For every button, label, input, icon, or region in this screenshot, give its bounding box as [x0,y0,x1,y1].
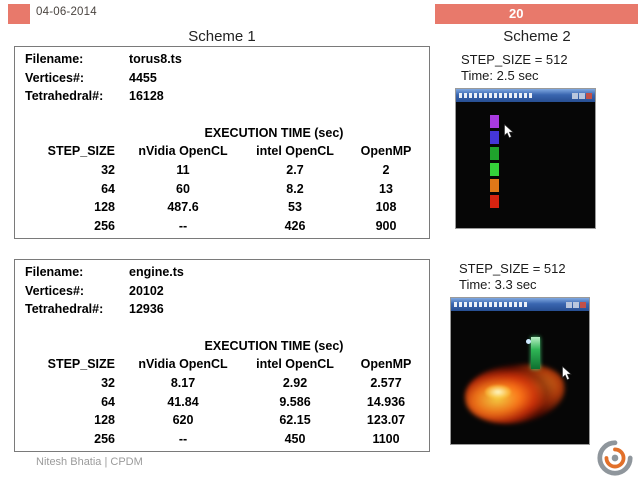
table-cell: 426 [284,218,306,233]
column-header-openmp: OpenMP [360,357,412,372]
column-header-nvidia-opencl: nVidia OpenCL [138,144,228,159]
table-cell: -- [178,431,188,446]
table-cell: 32 [101,375,115,390]
table-cell: 2 [382,162,390,177]
engine-render-cyan-dot [526,339,531,344]
table-cell: 13 [379,181,393,196]
close-icon [580,301,586,308]
table-cell: 487.6 [167,200,199,215]
close-icon [586,92,592,99]
slide-date: 04-06-2014 [36,6,97,18]
meta-label-vertices: Vertices#: [25,283,85,298]
column-header-step-size: STEP_SIZE [47,357,115,372]
column-header-intel-opencl: intel OpenCL [256,144,334,159]
table-cell: 62.15 [279,413,311,428]
cursor-icon [562,366,572,381]
scheme1-title: Scheme 1 [188,28,256,45]
maximize-icon [573,301,579,308]
column-header-intel-opencl: intel OpenCL [256,357,334,372]
render1-caption-line1: STEP_SIZE = 512 [461,52,568,67]
meta-label-filename: Filename: [25,52,84,66]
meta-value-filename: engine.ts [129,265,184,279]
table-cell: 41.84 [167,394,199,409]
table-cell: 2.577 [370,375,402,390]
header-accent-left [8,4,30,24]
render2-caption: STEP_SIZE = 512 Time: 3.3 sec [459,261,566,293]
table-cell: 256 [94,218,115,233]
table-cell: 128 [94,413,115,428]
swirl-logo-icon [597,440,633,476]
meta-value-vertices: 4455 [129,70,157,85]
execution-time-heading: EXECUTION TIME (sec) [204,338,344,353]
render2-caption-line1: STEP_SIZE = 512 [459,261,566,276]
table-cell: 8.17 [170,375,196,390]
table-cell: 14.936 [366,394,406,409]
table-grid: Filename: engine.ts Vertices#: 20102 Tet… [23,263,423,448]
meta-value-filename: torus8.ts [129,52,182,66]
engine-render-hotspot [485,385,511,399]
table-grid: Filename: torus8.ts Vertices#: 4455 Tetr… [23,50,423,235]
table-cell: 32 [101,162,115,177]
window-titlebar [456,89,595,102]
table-cell: 53 [288,200,302,215]
header-accent-right: 20 [435,4,638,24]
render1-caption: STEP_SIZE = 512 Time: 2.5 sec [461,52,568,84]
column-header-step-size: STEP_SIZE [47,144,115,159]
render2-caption-line2: Time: 3.3 sec [459,277,537,292]
table-cell: 64 [101,394,115,409]
meta-label-tetrahedral: Tetrahedral#: [25,302,104,317]
table-cell: 8.2 [286,181,304,196]
footer-credit: Nitesh Bhatia | CPDM [36,456,143,468]
table-torus8: Filename: torus8.ts Vertices#: 4455 Tetr… [14,46,430,240]
window-controls [572,92,592,99]
page-number: 20 [509,6,524,21]
table-cell: 620 [172,413,194,428]
volume-render-engine-window [450,297,590,445]
spacer [23,319,423,337]
render1-caption-line2: Time: 2.5 sec [461,68,539,83]
table-cell: 256 [94,431,115,446]
table-cell: 64 [101,181,115,196]
window-controls [566,301,586,308]
execution-time-heading: EXECUTION TIME (sec) [204,125,344,140]
table-cell: 60 [176,181,190,196]
table-engine: Filename: engine.ts Vertices#: 20102 Tet… [14,259,430,453]
engine-render-green-part [531,337,540,369]
table-cell: -- [178,218,188,233]
window-title-text [459,93,534,98]
scheme2-title: Scheme 2 [503,28,571,45]
column-header-openmp: OpenMP [360,144,412,159]
engine-render-blob [462,359,568,429]
table-cell: 108 [375,200,397,215]
table-cell: 11 [176,162,190,177]
table-cell: 123.07 [366,413,406,428]
window-title-text [454,302,528,307]
table-cell: 2.7 [286,162,304,177]
meta-value-tetrahedral: 16128 [129,89,164,104]
table-cell: 900 [375,218,397,233]
render-canvas [451,311,589,444]
column-header-nvidia-opencl: nVidia OpenCL [138,357,228,372]
table-cell: 450 [284,431,306,446]
table-cell: 128 [94,200,115,215]
meta-label-vertices: Vertices#: [25,70,85,85]
table-cell: 2.92 [282,375,308,390]
meta-label-filename: Filename: [25,265,84,279]
cursor-icon [504,124,514,139]
maximize-icon [579,92,585,99]
minimize-icon [572,92,578,99]
minimize-icon [566,301,572,308]
spacer [23,106,423,124]
meta-label-tetrahedral: Tetrahedral#: [25,89,104,104]
table-cell: 9.586 [279,394,311,409]
meta-value-vertices: 20102 [129,283,164,298]
volume-render-torus-window [455,88,596,229]
table-cell: 1100 [372,431,400,446]
torus-color-strip [490,115,499,208]
meta-value-tetrahedral: 12936 [129,302,164,317]
window-titlebar [451,298,589,311]
render-canvas [456,102,595,228]
